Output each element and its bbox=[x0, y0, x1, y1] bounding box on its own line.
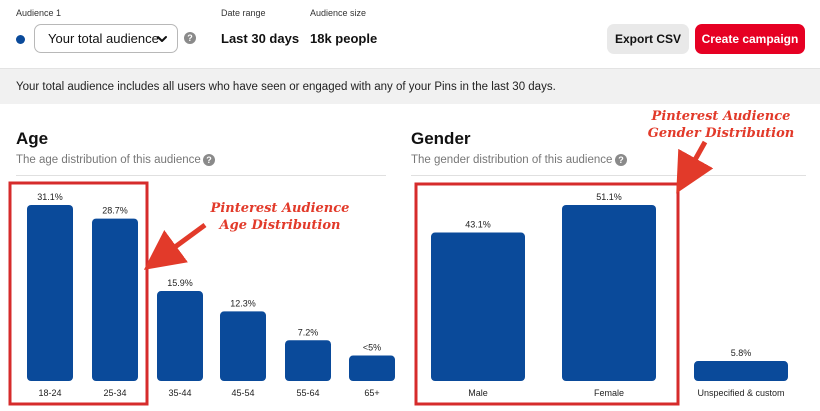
export-csv-button[interactable]: Export CSV bbox=[607, 24, 689, 54]
gender-highlight-box bbox=[414, 182, 680, 406]
gender-arrow bbox=[676, 140, 714, 194]
audience-help-icon[interactable]: ? bbox=[184, 32, 196, 44]
age-highlight-box bbox=[8, 181, 149, 406]
bar-45-54[interactable] bbox=[220, 311, 266, 381]
data-label: 5.8% bbox=[731, 348, 752, 358]
date-range-value: Last 30 days bbox=[221, 31, 300, 46]
gender-annotation: Pinterest Audience Gender Distribution bbox=[647, 109, 795, 141]
data-label: 7.2% bbox=[298, 327, 319, 337]
gender-help-icon[interactable]: ? bbox=[615, 154, 627, 166]
gender-subtitle: The gender distribution of this audience bbox=[411, 154, 613, 166]
audience-select-value: Your total audience bbox=[48, 31, 159, 46]
bar-18-24[interactable] bbox=[27, 205, 73, 381]
audience-label: Audience 1 bbox=[16, 8, 62, 18]
create-campaign-button[interactable]: Create campaign bbox=[695, 24, 805, 54]
age-chart: 31.1% 18-24 28.7% 25-34 15.9% 35-44 12.3% 45-54… bbox=[27, 192, 395, 398]
audience-size-value: 18k people bbox=[310, 31, 378, 46]
bar-65-[interactable] bbox=[349, 355, 395, 381]
category-label: 25-34 bbox=[103, 388, 126, 398]
category-label: Unspecified & custom bbox=[697, 388, 784, 398]
age-help-icon[interactable]: ? bbox=[203, 154, 215, 166]
category-label: 18-24 bbox=[38, 388, 61, 398]
bar-unspecified-custom[interactable] bbox=[694, 361, 788, 381]
bar-55-64[interactable] bbox=[285, 340, 331, 381]
data-label: 12.3% bbox=[230, 298, 256, 308]
age-title: Age bbox=[16, 129, 49, 148]
category-label: 45-54 bbox=[231, 388, 254, 398]
bar-35-44[interactable] bbox=[157, 291, 203, 381]
bar-male[interactable] bbox=[431, 232, 525, 381]
data-label: 31.1% bbox=[37, 192, 63, 202]
info-bar: Your total audience includes all users w… bbox=[0, 68, 820, 104]
chevron-down-icon bbox=[157, 36, 167, 42]
category-label: 65+ bbox=[364, 388, 379, 398]
age-divider bbox=[16, 175, 386, 176]
date-range-label: Date range bbox=[221, 8, 266, 18]
audience-select[interactable]: Your total audience bbox=[34, 24, 178, 53]
category-label: 35-44 bbox=[168, 388, 191, 398]
age-subtitle: The age distribution of this audience bbox=[16, 154, 201, 166]
audience-size-label: Audience size bbox=[310, 8, 367, 18]
data-label: 51.1% bbox=[596, 192, 622, 202]
gender-title: Gender bbox=[411, 129, 471, 148]
data-label: 28.7% bbox=[102, 206, 128, 216]
gender-divider bbox=[411, 175, 806, 176]
category-label: Female bbox=[594, 388, 624, 398]
audience-color-dot bbox=[16, 35, 25, 44]
gender-chart: 43.1% Male 51.1% Female 5.8% Unspecified & cu… bbox=[431, 192, 788, 398]
data-label: 43.1% bbox=[465, 220, 491, 230]
bar-25-34[interactable] bbox=[92, 218, 138, 381]
category-label: 55-64 bbox=[296, 388, 319, 398]
data-label: 15.9% bbox=[167, 278, 193, 288]
data-label: <5% bbox=[363, 343, 381, 353]
age-arrow bbox=[143, 222, 207, 270]
bar-female[interactable] bbox=[562, 205, 656, 381]
age-annotation: Pinterest Audience Age Distribution bbox=[210, 201, 350, 233]
category-label: Male bbox=[468, 388, 488, 398]
